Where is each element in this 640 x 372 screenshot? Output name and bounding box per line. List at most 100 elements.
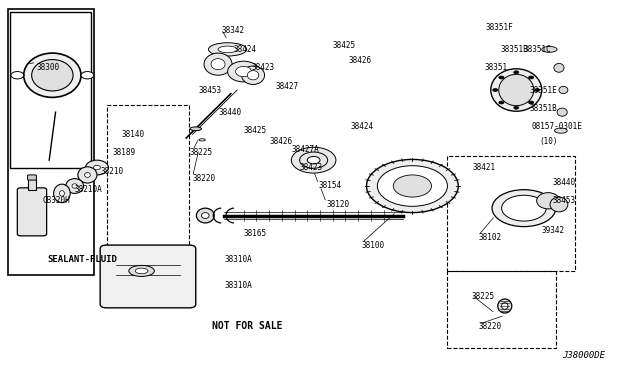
Text: 38424: 38424 xyxy=(234,45,257,54)
Ellipse shape xyxy=(247,71,259,80)
Text: 38310A: 38310A xyxy=(225,255,252,264)
FancyBboxPatch shape xyxy=(28,179,36,190)
Bar xyxy=(447,157,575,271)
Ellipse shape xyxy=(559,86,568,94)
Text: 38154: 38154 xyxy=(319,182,342,190)
Ellipse shape xyxy=(129,265,154,276)
Text: 38426: 38426 xyxy=(269,137,292,146)
Ellipse shape xyxy=(31,60,73,91)
Text: 38421: 38421 xyxy=(473,163,496,172)
Circle shape xyxy=(291,147,336,173)
Circle shape xyxy=(499,76,504,79)
Text: 38424: 38424 xyxy=(351,122,374,131)
Ellipse shape xyxy=(60,190,65,196)
Ellipse shape xyxy=(236,66,252,77)
Text: 38427: 38427 xyxy=(275,82,298,91)
Circle shape xyxy=(529,76,534,79)
Circle shape xyxy=(499,101,504,104)
Text: 38426: 38426 xyxy=(349,56,372,65)
Ellipse shape xyxy=(78,167,97,183)
Text: 38351: 38351 xyxy=(484,63,508,72)
Text: 38140: 38140 xyxy=(121,130,144,139)
Text: 38351B: 38351B xyxy=(500,45,528,54)
Ellipse shape xyxy=(202,212,209,218)
Circle shape xyxy=(514,106,519,109)
Circle shape xyxy=(492,190,556,227)
Text: 38310A: 38310A xyxy=(225,281,252,290)
Ellipse shape xyxy=(242,66,264,84)
Ellipse shape xyxy=(541,46,557,52)
Text: 38165: 38165 xyxy=(244,230,267,238)
Bar xyxy=(10,13,91,167)
Text: 08157-0301E: 08157-0301E xyxy=(532,122,582,131)
FancyBboxPatch shape xyxy=(28,175,36,180)
Circle shape xyxy=(11,71,24,79)
Text: 38189: 38189 xyxy=(113,148,136,157)
Text: 38423: 38423 xyxy=(300,163,323,172)
Ellipse shape xyxy=(135,268,148,274)
Text: NOT FOR SALE: NOT FOR SALE xyxy=(212,321,282,331)
Ellipse shape xyxy=(537,193,559,209)
Text: 38427A: 38427A xyxy=(291,145,319,154)
Circle shape xyxy=(367,160,458,212)
Ellipse shape xyxy=(557,108,567,116)
Ellipse shape xyxy=(502,303,508,310)
Text: 38225: 38225 xyxy=(189,148,212,157)
Bar xyxy=(8,9,94,275)
Circle shape xyxy=(502,195,546,221)
Text: 38440: 38440 xyxy=(218,108,241,117)
Ellipse shape xyxy=(228,61,259,82)
Text: 38100: 38100 xyxy=(362,241,385,250)
Text: 38120: 38120 xyxy=(326,200,349,209)
Ellipse shape xyxy=(218,46,237,53)
Text: 38210A: 38210A xyxy=(75,185,102,194)
Circle shape xyxy=(81,71,94,79)
Text: CB320H: CB320H xyxy=(43,196,70,205)
Circle shape xyxy=(394,175,431,197)
Ellipse shape xyxy=(204,53,232,75)
Bar xyxy=(447,271,556,349)
Ellipse shape xyxy=(54,184,70,203)
Text: 38453: 38453 xyxy=(199,86,222,94)
Text: 38225: 38225 xyxy=(472,292,495,301)
Ellipse shape xyxy=(491,69,541,111)
Ellipse shape xyxy=(66,179,84,193)
Ellipse shape xyxy=(84,173,90,177)
Text: 38425: 38425 xyxy=(244,126,267,135)
Text: 38102: 38102 xyxy=(478,233,501,242)
Ellipse shape xyxy=(209,43,246,56)
Text: 38300: 38300 xyxy=(36,63,60,72)
Text: 38351E: 38351E xyxy=(529,86,557,94)
Ellipse shape xyxy=(199,139,205,141)
Ellipse shape xyxy=(190,127,202,131)
Text: 38351B: 38351B xyxy=(529,104,557,113)
Ellipse shape xyxy=(498,299,512,313)
Text: 38220: 38220 xyxy=(478,322,501,331)
Circle shape xyxy=(535,89,540,92)
Text: 38220: 38220 xyxy=(193,174,216,183)
Text: 38453: 38453 xyxy=(552,196,576,205)
FancyBboxPatch shape xyxy=(100,245,196,308)
Ellipse shape xyxy=(196,208,214,223)
Circle shape xyxy=(307,157,320,164)
Ellipse shape xyxy=(86,160,108,175)
Ellipse shape xyxy=(499,74,534,106)
Text: 38425: 38425 xyxy=(333,41,356,50)
Text: 38351C: 38351C xyxy=(524,45,552,54)
Text: 38423: 38423 xyxy=(252,63,275,72)
Circle shape xyxy=(300,152,328,168)
Ellipse shape xyxy=(24,53,81,97)
Text: 38351F: 38351F xyxy=(486,23,513,32)
Circle shape xyxy=(529,101,534,104)
Circle shape xyxy=(493,89,498,92)
Text: 38440: 38440 xyxy=(552,178,576,187)
Ellipse shape xyxy=(211,59,225,70)
Text: (10): (10) xyxy=(540,137,558,146)
Bar xyxy=(106,105,189,304)
Ellipse shape xyxy=(554,128,567,133)
Text: SEALANT-FLUID: SEALANT-FLUID xyxy=(47,255,117,264)
Text: J38000DE: J38000DE xyxy=(562,351,605,360)
Text: 39342: 39342 xyxy=(541,226,565,235)
FancyBboxPatch shape xyxy=(17,188,47,236)
Circle shape xyxy=(378,166,447,206)
